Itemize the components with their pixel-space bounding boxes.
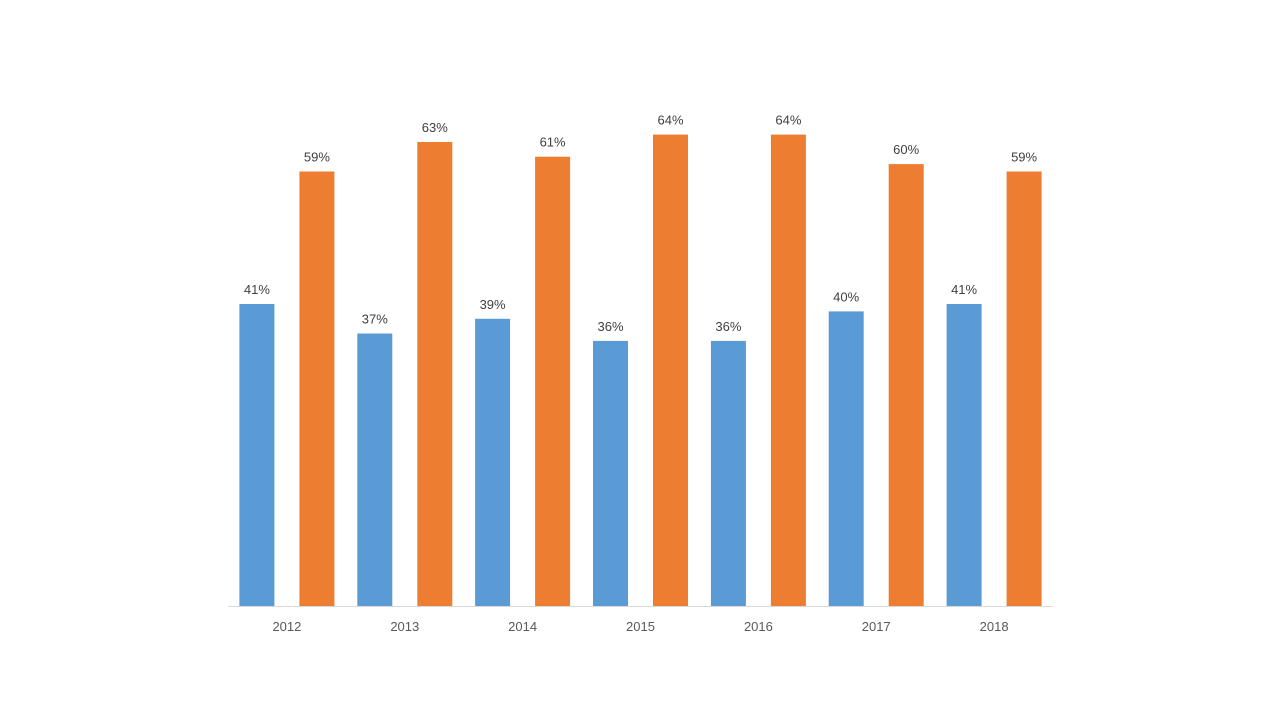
bar-2014-series-1 <box>475 318 511 606</box>
bar-2013-series-1 <box>357 333 393 606</box>
x-tick-label-2015: 2015 <box>626 619 655 634</box>
bar-2016-series-1 <box>710 340 746 606</box>
bar-2018-series-2 <box>1006 171 1042 606</box>
data-label-2015-series-2: 64% <box>657 113 683 128</box>
data-label-2015-series-1: 36% <box>597 319 623 334</box>
data-label-2014-series-2: 61% <box>540 135 566 150</box>
x-tick-label-2014: 2014 <box>508 619 537 634</box>
bars-layer <box>239 134 1042 606</box>
x-tick-label-2018: 2018 <box>980 619 1009 634</box>
x-tick-label-2013: 2013 <box>390 619 419 634</box>
data-label-2016-series-1: 36% <box>715 319 741 334</box>
bar-2013-series-2 <box>417 142 453 606</box>
data-label-2018-series-1: 41% <box>951 282 977 297</box>
bar-2016-series-2 <box>770 134 806 606</box>
bar-2015-series-1 <box>593 340 628 606</box>
data-label-2013-series-1: 37% <box>362 312 388 327</box>
data-label-2018-series-2: 59% <box>1011 150 1037 165</box>
bar-2015-series-2 <box>653 134 688 606</box>
x-tick-label-2016: 2016 <box>744 619 773 634</box>
data-label-2012-series-2: 59% <box>304 150 330 165</box>
data-label-2012-series-1: 41% <box>244 282 270 297</box>
bar-2017-series-2 <box>888 164 924 606</box>
bar-2012-series-1 <box>239 304 275 606</box>
data-labels-layer: 41% 59% 37% 63% 39% 61% 36% 64% 36% 64% 40% 60% 41% 5… <box>244 113 1038 334</box>
bar-2014-series-2 <box>535 156 571 606</box>
x-tick-label-2017: 2017 <box>862 619 891 634</box>
data-label-2016-series-2: 64% <box>775 113 801 128</box>
x-tick-label-2012: 2012 <box>272 619 301 634</box>
bar-2012-series-2 <box>299 171 335 606</box>
data-label-2017-series-1: 40% <box>833 289 859 304</box>
data-label-2017-series-2: 60% <box>893 142 919 157</box>
bar-2018-series-1 <box>946 304 982 606</box>
bar-2017-series-1 <box>828 311 864 606</box>
x-tick-labels-layer: 2012 2013 2014 2015 2016 2017 2018 <box>272 619 1008 634</box>
data-label-2014-series-1: 39% <box>480 297 506 312</box>
data-label-2013-series-2: 63% <box>422 120 448 135</box>
